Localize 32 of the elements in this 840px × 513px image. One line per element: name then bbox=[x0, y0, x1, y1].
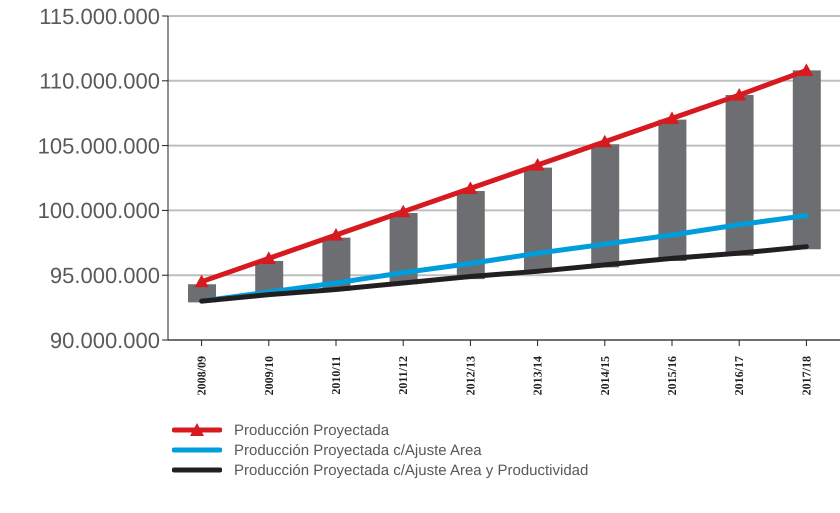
point bbox=[665, 111, 679, 124]
y-tick-label: 110.000.000 bbox=[39, 68, 160, 94]
bar bbox=[658, 120, 686, 261]
y-tick-label: 105.000.000 bbox=[38, 133, 160, 158]
legend-label: Producción Proyectada bbox=[234, 422, 390, 438]
y-tick-label: 100.000.000 bbox=[38, 198, 160, 224]
point bbox=[530, 158, 545, 171]
point bbox=[329, 228, 343, 241]
x-tick-label: 2016/17 bbox=[732, 356, 746, 396]
x-tick-label: 2012/13 bbox=[463, 356, 478, 396]
point bbox=[598, 134, 612, 148]
x-tick-label: 2010/11 bbox=[329, 356, 343, 395]
x-tick-label: 2014/15 bbox=[598, 356, 612, 396]
y-tick-label: 115.000.000 bbox=[39, 4, 160, 29]
bar bbox=[726, 95, 754, 256]
legend-label: Producción Proyectada c/Ajuste Area bbox=[234, 442, 482, 458]
x-tick-label: 2011/12 bbox=[396, 356, 410, 395]
x-tick-label: 2015/16 bbox=[665, 356, 679, 396]
x-tick-label: 2009/10 bbox=[262, 356, 276, 396]
x-tick-label: 2013/14 bbox=[530, 356, 545, 396]
point bbox=[194, 274, 209, 288]
y-tick-label: 90.000.000 bbox=[50, 328, 160, 353]
point bbox=[799, 63, 814, 76]
x-tick-label: 2008/09 bbox=[194, 356, 209, 396]
point bbox=[396, 204, 410, 218]
x-tick-label: 2017/18 bbox=[799, 356, 814, 396]
point bbox=[732, 88, 746, 101]
bar bbox=[792, 70, 821, 250]
y-tick-label: 95.000.000 bbox=[50, 263, 160, 288]
legend-label: Producción Proyectada c/Ajuste Area y Productividad bbox=[234, 462, 588, 478]
point bbox=[262, 251, 276, 264]
point bbox=[463, 181, 478, 194]
